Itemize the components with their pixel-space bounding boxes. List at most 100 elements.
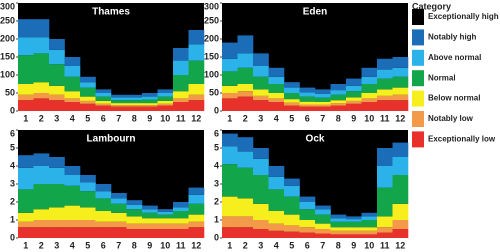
- area-step: [330, 230, 347, 235]
- area-step: [268, 93, 285, 99]
- area-step: [80, 82, 96, 88]
- area-step: [33, 93, 50, 99]
- x-tick-label: 11: [176, 113, 186, 123]
- area-step: [188, 100, 205, 111]
- area-step: [222, 196, 238, 217]
- area-step: [361, 216, 378, 220]
- area-step: [49, 227, 65, 238]
- x-tick-label: 12: [395, 240, 405, 250]
- area-step: [253, 66, 269, 77]
- area-step: [392, 100, 409, 111]
- area-step: [315, 233, 331, 238]
- area-step: [330, 221, 347, 228]
- area-step: [299, 87, 316, 93]
- area-step: [392, 203, 409, 220]
- area-step: [49, 220, 65, 228]
- area-step: [64, 166, 81, 175]
- area-step: [157, 89, 174, 93]
- x-tick-label: 8: [336, 113, 341, 123]
- x-tick-label: 1: [23, 113, 28, 123]
- area-step: [64, 57, 81, 66]
- x-tick-label: 1: [227, 240, 232, 250]
- area-step: [18, 212, 34, 222]
- area-step: [284, 231, 300, 238]
- area-step: [157, 214, 174, 219]
- area-step: [315, 209, 331, 215]
- x-tick-label: 4: [70, 113, 75, 123]
- area-step: [18, 84, 34, 95]
- area-step: [330, 103, 347, 106]
- area-step: [18, 189, 34, 213]
- area-step: [142, 218, 158, 224]
- area-step: [268, 223, 285, 231]
- area-step: [299, 96, 316, 102]
- area-step: [361, 67, 378, 77]
- area-step: [237, 216, 254, 228]
- area-step: [346, 103, 362, 111]
- area-step: [222, 133, 238, 147]
- area-step: [361, 98, 378, 102]
- area-step: [268, 189, 285, 211]
- legend-swatch: [412, 90, 424, 107]
- y-tick-label: 6: [214, 128, 219, 138]
- area-step: [361, 212, 378, 217]
- area-step: [222, 146, 238, 165]
- y-tick-label: 250: [204, 15, 219, 25]
- area-step: [315, 205, 331, 210]
- area-step: [142, 105, 158, 107]
- area-step: [18, 19, 34, 38]
- y-tick-label: 0: [10, 232, 15, 242]
- x-tick-label: 9: [147, 240, 152, 250]
- area-step: [126, 200, 143, 205]
- area-step: [157, 93, 174, 97]
- area-step: [33, 184, 50, 210]
- area-step: [126, 216, 143, 224]
- area-step: [49, 39, 65, 50]
- area-step: [49, 85, 65, 95]
- area-step: [142, 93, 158, 97]
- area-step: [173, 211, 189, 219]
- area-step: [18, 100, 34, 111]
- area-step: [330, 90, 347, 95]
- area-step: [392, 67, 409, 77]
- y-tick-label: 5: [10, 142, 15, 152]
- x-tick-label: 3: [54, 240, 59, 250]
- y-tick-label: 100: [0, 69, 15, 79]
- area-step: [315, 106, 331, 111]
- x-tick-label: 10: [364, 240, 374, 250]
- x-tick-label: 7: [116, 240, 121, 250]
- x-tick-label: 9: [351, 113, 356, 123]
- x-tick-label: 1: [227, 113, 232, 123]
- area-step: [253, 95, 269, 101]
- x-tick-label: 4: [274, 113, 279, 123]
- area-step: [80, 175, 96, 183]
- area-step: [299, 106, 316, 111]
- area-step: [315, 223, 331, 229]
- y-tick-label: 5: [214, 142, 219, 152]
- area-step: [111, 212, 127, 222]
- x-tick-label: 9: [147, 113, 152, 123]
- area-step: [157, 211, 174, 215]
- area-step: [188, 44, 205, 61]
- area-step: [361, 84, 378, 93]
- legend-label: Exceptionally high: [428, 12, 499, 21]
- y-tick-label: 150: [0, 51, 15, 61]
- area-step: [49, 64, 65, 86]
- area-step: [111, 100, 127, 104]
- x-tick-label: 11: [380, 240, 390, 250]
- legend-label: Normal: [428, 73, 456, 82]
- area-step: [377, 232, 393, 238]
- area-step: [111, 94, 127, 98]
- area-step: [315, 214, 331, 224]
- area-step: [330, 234, 347, 238]
- area-step: [126, 94, 143, 98]
- area-step: [346, 221, 362, 228]
- area-step: [80, 76, 96, 83]
- y-tick-label: 0: [214, 105, 219, 115]
- area-step: [142, 96, 158, 100]
- area-step: [18, 55, 34, 84]
- area-step: [284, 185, 300, 197]
- y-tick-label: 6: [10, 128, 15, 138]
- x-tick-label: 1: [23, 240, 28, 250]
- area-step: [142, 99, 158, 104]
